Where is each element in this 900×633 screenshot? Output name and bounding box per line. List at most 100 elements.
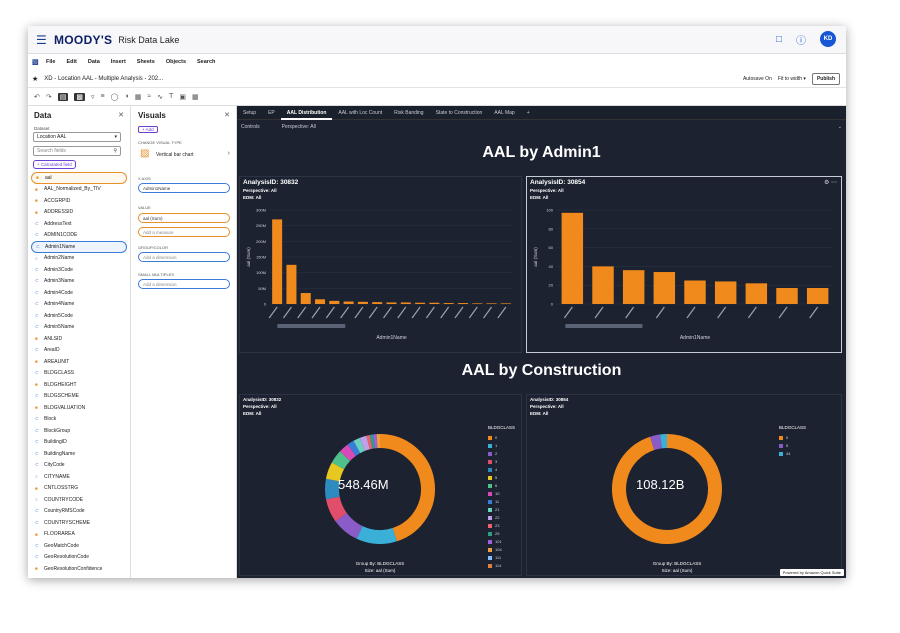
tab-aal-map[interactable]: AAL Map [494,109,515,116]
chart1-bar[interactable] [486,303,497,304]
field-item[interactable]: ⊂ BuildingID [31,437,127,449]
filter-icon[interactable]: ▿ [91,93,95,101]
legend-item[interactable]: 0 [779,435,788,440]
chart1-bar[interactable] [472,303,483,304]
field-item[interactable]: ⊂ Admin5Name [31,322,127,334]
legend-item[interactable]: 1 [488,443,497,448]
field-item[interactable]: ■ GeoResolutionConfidence [31,563,127,575]
data-pane-icon[interactable]: ▤ [57,92,69,101]
field-item[interactable]: ⊂ GeoResolutionCode [31,552,127,564]
chat-icon[interactable]: □ [775,33,782,45]
chart1-bar[interactable] [415,302,426,304]
donut1-slice[interactable] [366,434,373,450]
legend-item[interactable]: 5 [779,443,788,448]
donut1-slice[interactable] [325,496,348,522]
legend-item[interactable]: 0 [488,435,497,440]
chart1-bar[interactable] [500,303,511,304]
xaxis-well[interactable]: Admin1Name [138,183,230,193]
chart2-bar[interactable] [653,272,676,304]
perspective-control[interactable]: Perspective: All [281,124,316,130]
menu-data[interactable]: Data [87,59,100,65]
legend-item[interactable]: 101 [488,539,502,544]
add-visual-button[interactable]: + Add [138,126,158,133]
legend-item[interactable]: 25 [488,531,499,536]
small-multiples-well[interactable]: Add a dimension [138,279,230,289]
menu-objects[interactable]: Objects [165,59,187,65]
field-item[interactable]: ■ aal [31,172,127,184]
field-item[interactable]: ■ AREAUNIT [31,356,127,368]
field-item[interactable]: ○ CITYNAME [31,471,127,483]
chart1-bar[interactable] [400,302,411,304]
value-well[interactable]: aal (Sum) [138,213,230,223]
field-item[interactable]: ⊂ BuildingName [31,448,127,460]
chart2-bar[interactable] [806,288,829,304]
chart1-bar[interactable] [329,300,340,304]
field-item[interactable]: ⊂ BLDGSCHEME [31,391,127,403]
dataset-select[interactable]: Location AAL ▾ [33,132,121,142]
close-icon[interactable]: ✕ [118,112,124,119]
field-item[interactable]: ⊂ BLDGCLASS [31,368,127,380]
donut1-slice[interactable] [379,434,435,542]
bar-chart-1[interactable]: AnalysisID: 30832 Perspective: All EDM: … [239,176,522,353]
add-measure-well[interactable]: Add a measure [138,227,230,237]
chart2-bar[interactable] [684,280,706,305]
donut1-slice[interactable] [339,444,357,462]
legend-item[interactable]: 10 [488,491,499,496]
field-item[interactable]: ⊂ Admin1Name [31,241,127,253]
legend-item[interactable]: 21 [488,507,499,512]
kpi-icon[interactable]: ≈ [147,93,152,100]
avatar[interactable]: KD [820,31,836,47]
publish-button[interactable]: Publish [811,73,840,85]
calculated-field-button[interactable]: + Calculated field [33,160,76,169]
field-item[interactable]: ⊂ CityCode [31,460,127,472]
theme-icon[interactable]: ◑ [124,93,129,100]
bulb-icon[interactable]: ◯ [110,93,119,101]
controls-label[interactable]: Controls [241,124,260,130]
field-item[interactable]: ■ BLDGVALUATION [31,402,127,414]
donut1-slice[interactable] [359,435,370,451]
legend-item[interactable]: 44 [779,451,790,456]
field-item[interactable]: ⊂ Admin3Name [31,276,127,288]
search-field-input[interactable]: Search fields ⚲ [33,146,121,156]
chart2-bar[interactable] [714,281,737,304]
legend-item[interactable]: 3 [488,459,497,464]
menu-insert[interactable]: Insert [110,59,126,65]
tab-state-construction[interactable]: State to Construction [435,109,483,116]
field-item[interactable]: ○ COUNTRYCODE [31,494,127,506]
legend-item[interactable]: 2 [488,451,497,456]
donut1-slice[interactable] [325,478,340,500]
chart2-scrollbar[interactable] [565,324,643,328]
chart1-bar[interactable] [286,264,297,304]
donut2-slice[interactable] [612,434,722,544]
help-icon[interactable]: ⓘ [796,35,806,47]
text-icon[interactable]: T [169,93,174,100]
field-item[interactable]: ⊂ Admin4Code [31,287,127,299]
field-item[interactable]: ■ ADDRESSID [31,207,127,219]
table-icon[interactable]: ▦ [191,93,199,101]
chart1-bar[interactable] [272,219,283,304]
legend-item[interactable]: 22 [488,515,499,520]
donut1-slice[interactable] [347,440,361,456]
legend-item[interactable]: 6 [488,483,497,488]
tab-aal-loc-count[interactable]: AAL with Loc Count [338,109,383,116]
field-item[interactable]: ⊂ Block [31,414,127,426]
donut1-slice[interactable] [353,437,366,454]
donut1-slice[interactable] [325,462,345,482]
chart2-bar[interactable] [776,288,798,304]
donut2-slice[interactable] [650,434,663,451]
field-item[interactable]: ■ CNTLOSSTRG [31,483,127,495]
line-icon[interactable]: ∿ [157,93,164,101]
menu-edit[interactable]: Edit [66,59,77,65]
field-item[interactable]: ⊂ AreaID [31,345,127,357]
add-visual-icon[interactable]: ▦ [134,93,142,101]
image-icon[interactable]: ▣ [179,93,186,101]
field-item[interactable]: ⊂ ADMIN1CODE [31,230,127,242]
chart1-bar[interactable] [357,301,368,304]
chart1-bar[interactable] [372,302,383,304]
field-item[interactable]: ■ FLOORAREA [31,529,127,541]
field-item[interactable]: ⊂ BlockGroup [31,425,127,437]
star-icon[interactable]: ★ [32,75,39,83]
field-item[interactable]: ○ Admin2Name [31,253,127,265]
group-well[interactable]: Add a dimension [138,252,230,262]
field-item[interactable]: ⊂ Admin5Code [31,310,127,322]
